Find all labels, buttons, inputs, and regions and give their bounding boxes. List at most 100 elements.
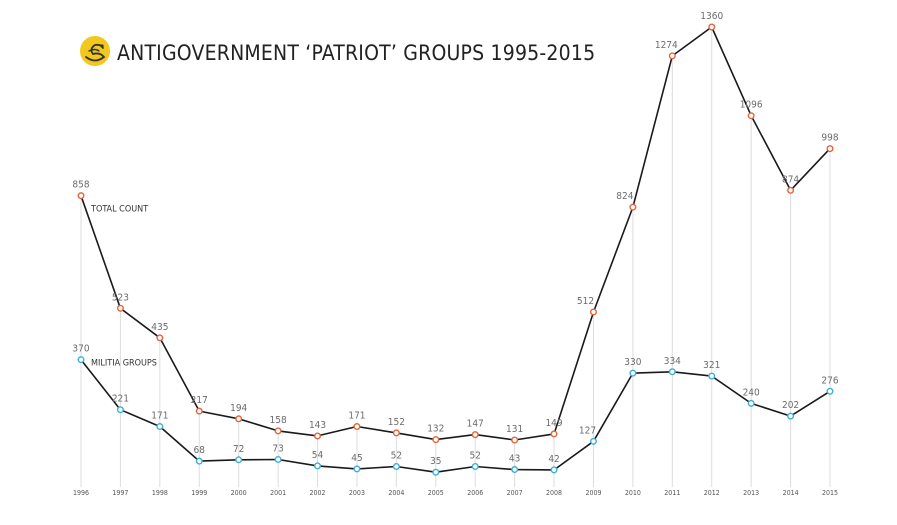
militia-groups-label-2001: 73 <box>272 443 283 454</box>
total-count-point-2012 <box>708 23 716 31</box>
militia-groups-label-1996: 370 <box>72 344 89 355</box>
total-count-point-2015 <box>826 145 834 153</box>
total-count-label-2009: 512 <box>577 296 594 307</box>
x-tick-2008: 2008 <box>546 489 562 497</box>
militia-groups-point-2000 <box>235 456 243 464</box>
total-count-label-2010: 824 <box>616 191 633 202</box>
militia-groups-point-2005 <box>432 468 440 476</box>
militia-groups-point-2012 <box>708 372 716 380</box>
militia-groups-label-2011: 334 <box>664 356 681 367</box>
total-count-label-2005: 132 <box>427 424 444 435</box>
total-count-label-2008: 149 <box>545 418 562 429</box>
x-tick-2001: 2001 <box>270 489 286 497</box>
militia-groups-point-2007 <box>511 466 519 474</box>
total-count-point-2008 <box>550 430 558 438</box>
total-count-line <box>80 26 831 441</box>
total-count-label-2000: 194 <box>230 403 247 414</box>
x-tick-2012: 2012 <box>704 489 720 497</box>
x-tick-2014: 2014 <box>783 489 799 497</box>
x-tick-2004: 2004 <box>388 489 404 497</box>
x-axis-ticks: 1996 1997 1998 1999 2000 2001 2002 2003 2004 2005… <box>73 489 838 497</box>
militia-groups-point-1998 <box>156 423 164 431</box>
militia-groups-point-2001 <box>274 455 282 463</box>
total-count-label-2011: 1274 <box>655 40 678 51</box>
total-count-point-2011 <box>668 52 676 60</box>
total-count-point-2013 <box>747 112 755 120</box>
total-count-point-1999 <box>195 407 203 415</box>
total-count-series-label: TOTAL COUNT <box>90 205 148 215</box>
total-count-point-2002 <box>314 432 322 440</box>
total-count-label-1998: 435 <box>151 322 168 333</box>
x-tick-1998: 1998 <box>152 489 168 497</box>
militia-groups-series-label: MILITIA GROUPS <box>91 359 157 369</box>
total-count-label-1996: 858 <box>72 180 89 191</box>
x-tick-2013: 2013 <box>743 489 759 497</box>
total-count-label-2012: 1360 <box>700 11 723 22</box>
total-count-label-2003: 171 <box>348 411 365 422</box>
militia-groups-label-2010: 330 <box>624 357 641 368</box>
militia-groups-point-2014 <box>787 412 795 420</box>
militia-groups-label-2012: 321 <box>703 360 720 371</box>
series-labels: TOTAL COUNT MILITIA GROUPS <box>90 205 157 369</box>
x-tick-2009: 2009 <box>585 489 601 497</box>
x-tick-2000: 2000 <box>231 489 247 497</box>
series-markers <box>77 23 834 476</box>
militia-groups-point-1996 <box>77 356 85 364</box>
militia-groups-label-2015: 276 <box>821 375 838 386</box>
total-count-point-1998 <box>156 334 164 342</box>
vertical-gridlines <box>80 27 831 487</box>
militia-groups-label-2009: 127 <box>579 425 596 436</box>
militia-groups-label-2002: 54 <box>312 450 324 461</box>
total-count-label-2004: 152 <box>388 417 405 428</box>
total-count-label-1997: 523 <box>112 292 129 303</box>
militia-groups-label-2007: 43 <box>509 454 520 465</box>
x-tick-1997: 1997 <box>112 489 128 497</box>
x-tick-2002: 2002 <box>310 489 326 497</box>
x-tick-2011: 2011 <box>664 489 680 497</box>
total-count-label-2015: 998 <box>821 133 838 144</box>
series-lines <box>80 26 831 474</box>
x-tick-2006: 2006 <box>467 489 483 497</box>
militia-groups-line <box>80 359 831 474</box>
total-count-label-2006: 147 <box>467 419 484 430</box>
militia-groups-point-2009 <box>589 437 597 445</box>
total-count-label-2002: 143 <box>309 420 326 431</box>
militia-groups-label-2006: 52 <box>469 451 480 462</box>
total-count-point-2010 <box>629 203 637 211</box>
total-count-point-1996 <box>77 192 85 200</box>
militia-groups-label-1998: 171 <box>151 411 168 422</box>
total-count-point-2000 <box>235 415 243 423</box>
x-tick-2010: 2010 <box>625 489 641 497</box>
militia-groups-point-1999 <box>195 457 203 465</box>
militia-groups-point-1997 <box>116 406 124 414</box>
militia-groups-label-2005: 35 <box>430 456 441 467</box>
chart-title-group: ANTIGOVERNMENT ‘PATRIOT’ GROUPS 1995-201… <box>80 36 595 66</box>
militia-groups-label-1997: 221 <box>112 394 129 405</box>
x-tick-1999: 1999 <box>191 489 207 497</box>
total-count-point-2003 <box>353 423 361 431</box>
militia-groups-point-2010 <box>629 369 637 377</box>
x-tick-2007: 2007 <box>507 489 523 497</box>
x-tick-2015: 2015 <box>822 489 838 497</box>
data-labels: 858 523 435 217 194 158 143 171 152 132 147 131 149 5… <box>72 11 838 467</box>
total-count-label-2007: 131 <box>506 424 523 435</box>
militia-groups-point-2013 <box>747 399 755 407</box>
total-count-point-2004 <box>392 429 400 437</box>
total-count-point-2014 <box>787 186 795 194</box>
total-count-label-2013: 1096 <box>740 100 763 111</box>
total-count-label-2001: 158 <box>270 415 287 426</box>
chart-title: ANTIGOVERNMENT ‘PATRIOT’ GROUPS 1995-201… <box>117 41 595 65</box>
total-count-point-2006 <box>471 431 479 439</box>
x-tick-2003: 2003 <box>349 489 365 497</box>
total-count-point-2009 <box>589 308 597 316</box>
militia-groups-point-2011 <box>668 368 676 376</box>
militia-groups-point-2015 <box>826 387 834 395</box>
x-tick-2005: 2005 <box>428 489 444 497</box>
militia-groups-point-2008 <box>550 466 558 474</box>
militia-groups-label-2013: 240 <box>743 387 760 398</box>
militia-groups-point-2003 <box>353 465 361 473</box>
total-count-point-2001 <box>274 427 282 435</box>
militia-groups-label-2008: 42 <box>548 454 559 465</box>
total-count-label-2014: 874 <box>782 174 799 185</box>
total-count-point-1997 <box>116 304 124 312</box>
